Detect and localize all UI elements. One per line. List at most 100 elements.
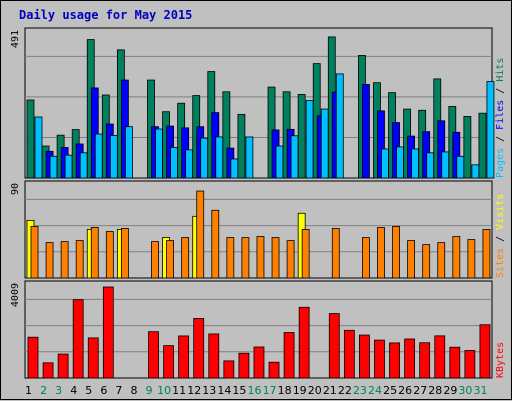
bar-kbytes-day-9 (148, 331, 159, 379)
bar-pages-day-1 (34, 116, 43, 179)
bar-kbytes-day-16 (253, 346, 265, 379)
bar-sites-day-19 (301, 229, 310, 279)
bar-pages-day-19 (305, 100, 314, 179)
day-label-17: 17 (263, 384, 277, 397)
bar-files-day-29 (452, 131, 461, 179)
bar-pages-day-17 (275, 145, 284, 179)
bar-hits-day-14 (222, 91, 231, 179)
bar-kbytes-day-1 (27, 336, 39, 379)
legend-hits: Hits (495, 58, 506, 82)
panel-2-max-label: 90 (10, 183, 21, 195)
bar-files-day-28 (437, 120, 446, 179)
bar-kbytes-day-26 (404, 338, 416, 379)
day-label-15: 15 (232, 384, 246, 397)
day-label-14: 14 (217, 384, 231, 397)
bar-sites-day-4 (75, 240, 84, 279)
legend-visits: Visits (495, 194, 506, 230)
legend-files: Files (495, 100, 506, 130)
bar-sites-day-7 (120, 228, 129, 279)
day-label-9: 9 (146, 384, 153, 397)
bar-kbytes-day-27 (419, 342, 431, 379)
bar-pages-day-10 (170, 147, 178, 179)
day-label-27: 27 (413, 384, 427, 397)
bar-kbytes-day-17 (268, 361, 280, 379)
day-label-24: 24 (368, 384, 382, 397)
bar-pages-day-14 (230, 158, 239, 179)
bar-pages-day-13 (215, 136, 224, 179)
day-label-3: 3 (55, 384, 62, 397)
day-label-21: 21 (323, 384, 337, 397)
day-label-31: 31 (473, 384, 487, 397)
bar-pages-day-31 (486, 81, 495, 179)
day-label-2: 2 (40, 384, 47, 397)
day-label-5: 5 (85, 384, 92, 397)
bar-sites-day-3 (60, 241, 69, 279)
bar-kbytes-day-12 (193, 318, 205, 379)
bar-kbytes-day-10 (163, 345, 174, 379)
bar-kbytes-day-28 (434, 335, 446, 379)
bar-sites-day-12 (196, 190, 205, 279)
day-label-16: 16 (248, 384, 262, 397)
bar-sites-day-2 (45, 242, 54, 279)
bar-files-day-23 (362, 84, 370, 179)
bar-kbytes-day-4 (72, 299, 84, 379)
bar-pages-day-29 (456, 155, 465, 179)
bar-sites-day-27 (422, 244, 431, 279)
bar-sites-day-29 (452, 236, 461, 279)
legend-kbytes: KBytes (495, 342, 506, 378)
bar-sites-day-17 (271, 237, 280, 279)
bar-kbytes-day-14 (223, 360, 235, 379)
bar-pages-day-18 (290, 135, 299, 179)
bar-sites-day-11 (181, 237, 190, 279)
day-label-29: 29 (443, 384, 457, 397)
bar-hits-day-19 (297, 94, 306, 179)
bar-pages-day-5 (94, 133, 103, 179)
bar-pages-day-25 (396, 146, 404, 179)
day-label-13: 13 (202, 384, 216, 397)
panel-1-max-label: 491 (10, 30, 21, 48)
day-label-1: 1 (25, 384, 32, 397)
bar-hits-day-1 (26, 99, 35, 179)
bar-pages-day-21 (335, 73, 344, 179)
day-label-12: 12 (187, 384, 201, 397)
bar-kbytes-day-24 (374, 339, 385, 379)
bar-kbytes-day-2 (42, 362, 54, 379)
bar-sites-day-15 (241, 237, 250, 279)
day-label-18: 18 (278, 384, 292, 397)
day-label-28: 28 (428, 384, 442, 397)
legend-sites: Sites (495, 248, 506, 278)
bar-pages-day-27 (426, 152, 435, 179)
bar-pages-day-30 (471, 164, 480, 179)
bar-hits-day-31 (478, 112, 487, 179)
bar-pages-day-11 (185, 149, 194, 179)
bar-kbytes-day-31 (479, 324, 491, 379)
bar-pages-day-26 (411, 148, 420, 179)
bar-pages-day-4 (79, 152, 88, 179)
bar-pages-day-24 (381, 148, 389, 179)
bar-sites-day-28 (437, 242, 446, 279)
panel-3-legend: KBytes (495, 342, 506, 378)
bar-files-day-5 (90, 87, 99, 179)
day-label-30: 30 (458, 384, 472, 397)
bar-pages-day-6 (109, 135, 118, 179)
bar-kbytes-day-23 (359, 334, 370, 379)
bar-hits-day-15 (237, 113, 246, 179)
day-label-25: 25 (383, 384, 397, 397)
bar-kbytes-day-22 (343, 329, 355, 379)
bar-pages-day-9 (155, 128, 163, 179)
bar-kbytes-day-25 (389, 342, 400, 379)
bar-hits-day-30 (463, 116, 472, 179)
day-label-22: 22 (338, 384, 352, 397)
bar-kbytes-day-19 (298, 306, 310, 379)
bar-kbytes-day-11 (178, 335, 190, 379)
bar-pages-day-12 (200, 137, 209, 179)
bar-pages-day-15 (245, 136, 254, 179)
day-label-6: 6 (100, 384, 107, 397)
bar-sites-day-30 (467, 239, 476, 279)
bar-kbytes-day-5 (87, 337, 99, 379)
chart-title: Daily usage for May 2015 (19, 8, 193, 22)
day-label-23: 23 (353, 384, 367, 397)
panel-1-legend: Pages / Files / Hits (495, 58, 506, 178)
day-label-10: 10 (157, 384, 171, 397)
